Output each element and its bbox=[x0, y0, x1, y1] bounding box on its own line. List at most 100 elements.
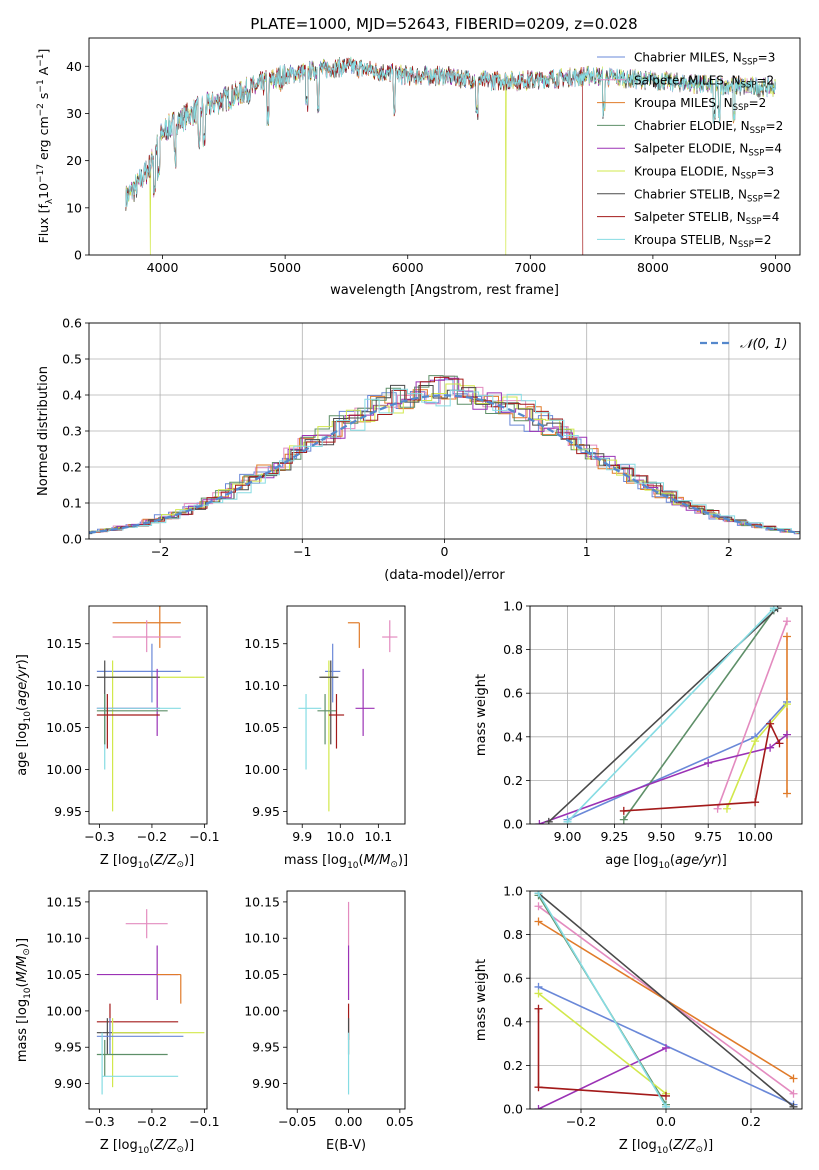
y-tick-label: 0.2 bbox=[503, 1058, 523, 1073]
mass-weight-vs-Z-panel: −0.2 0.0 0.2 0.0 0.2 0.4 0.6 0.8 1.0 mass weight Z… bbox=[474, 884, 803, 1156]
y-tick-label: 20 bbox=[66, 153, 82, 168]
weight-marker bbox=[789, 1074, 798, 1083]
axes-frame bbox=[529, 605, 803, 825]
weight-line-chabrier-elodie bbox=[623, 609, 775, 821]
weight-marker bbox=[713, 804, 722, 813]
y-tick-label: 9.90 bbox=[252, 1076, 280, 1091]
y-tick-label: 1.0 bbox=[503, 884, 523, 899]
x-tick-label: 9.25 bbox=[600, 829, 628, 844]
histogram-kroupa-stelib bbox=[89, 388, 800, 534]
weight-line-kroupa-stelib bbox=[566, 607, 775, 823]
weight-line-salpeter-miles bbox=[716, 621, 788, 809]
legend-entry: Chabrier STELIB, NSSP=2 bbox=[634, 187, 781, 204]
y-tick-label: 10.00 bbox=[244, 762, 280, 777]
legend-entry: Kroupa MILES, NSSP=2 bbox=[634, 96, 766, 113]
mass-vs-Z-panel: −0.3 −0.2 −0.1 9.90 9.95 10.00 10.05 10.10 10.15… bbox=[15, 890, 220, 1156]
weight-marker bbox=[534, 989, 543, 998]
legend-entry: Salpeter MILES, NSSP=2 bbox=[634, 73, 774, 90]
y-axis-label: mass weight bbox=[474, 674, 489, 756]
legend-entry: Kroupa ELODIE, NSSP=3 bbox=[634, 165, 774, 182]
y-axis-label: age [log10(age/yr)] bbox=[15, 654, 33, 776]
histogram-salpeter-miles bbox=[89, 375, 800, 534]
weight-marker bbox=[782, 700, 791, 709]
x-tick-label: 9.50 bbox=[647, 829, 675, 844]
x-tick-label: 0.0 bbox=[656, 1114, 676, 1129]
x-tick-label: 10.1 bbox=[364, 829, 392, 844]
y-tick-label: 0.8 bbox=[503, 642, 523, 657]
weight-marker bbox=[534, 902, 543, 911]
y-tick-label: 0.0 bbox=[503, 1102, 523, 1117]
x-axis-label: mass [log10(M/M⊙)] bbox=[284, 853, 408, 871]
weight-line-salpeter-stelib bbox=[623, 721, 781, 812]
axes-frame bbox=[88, 890, 208, 1110]
y-tick-label: 10.10 bbox=[244, 931, 280, 946]
legend-entry: Salpeter ELODIE, NSSP=4 bbox=[634, 142, 782, 159]
axes-frame bbox=[529, 890, 803, 1110]
y-tick-label: 0.0 bbox=[503, 817, 523, 832]
age-vs-mass-panel: 9.9 10.0 10.1 9.95 10.00 10.05 10.10 10.15 mass … bbox=[244, 605, 408, 871]
y-tick-label: 10.15 bbox=[244, 894, 280, 909]
axes-frame bbox=[88, 605, 208, 825]
x-tick-label: 1 bbox=[583, 544, 591, 559]
weight-marker bbox=[619, 806, 628, 815]
weight-marker bbox=[782, 789, 791, 798]
y-tick-label: 0 bbox=[74, 248, 82, 263]
x-tick-label: 9.75 bbox=[694, 829, 722, 844]
y-tick-label: 0.8 bbox=[503, 927, 523, 942]
x-tick-label: −0.2 bbox=[137, 829, 167, 844]
weight-marker bbox=[662, 1043, 670, 1052]
weight-marker bbox=[563, 817, 572, 824]
x-tick-label: −2 bbox=[151, 544, 169, 559]
weight-line-kroupa-elodie bbox=[538, 992, 667, 1095]
y-tick-label: 0.6 bbox=[62, 316, 82, 331]
y-tick-label: 10.05 bbox=[46, 720, 82, 735]
weight-line-kroupa-stelib bbox=[537, 892, 667, 1108]
x-tick-label: 7000 bbox=[514, 260, 546, 275]
weight-marker bbox=[789, 1089, 798, 1098]
legend-entry: Chabrier MILES, NSSP=3 bbox=[634, 51, 775, 68]
x-tick-label: −0.3 bbox=[84, 829, 114, 844]
x-tick-label: 0 bbox=[441, 544, 449, 559]
weight-marker bbox=[662, 1102, 670, 1109]
x-tick-label: 2 bbox=[725, 544, 733, 559]
weight-marker bbox=[751, 737, 760, 746]
weight-marker bbox=[766, 743, 775, 752]
x-tick-label: −0.1 bbox=[189, 829, 219, 844]
legend-entry: 𝒩(0, 1) bbox=[740, 337, 787, 352]
y-tick-label: 1.0 bbox=[503, 599, 523, 614]
mass-weight-vs-age-panel: 9.00 9.25 9.50 9.75 10.00 0.0 0.2 0.4 0.6 0.8 1.0 m… bbox=[474, 599, 803, 871]
spectrum-panel: 4000 5000 6000 7000 8000 9000 0 10 20 30 40 wavelen… bbox=[36, 37, 801, 298]
weight-marker bbox=[704, 758, 713, 767]
weight-marker bbox=[782, 617, 791, 626]
y-axis-label: Normed distribution bbox=[36, 366, 51, 496]
y-tick-label: 10 bbox=[66, 200, 82, 215]
y-tick-label: 0.4 bbox=[503, 729, 523, 744]
y-tick-label: 0.6 bbox=[503, 686, 523, 701]
y-tick-label: 10.05 bbox=[244, 720, 280, 735]
axes-frame bbox=[88, 322, 801, 540]
y-tick-label: 10.00 bbox=[46, 1003, 82, 1018]
y-tick-label: 10.15 bbox=[244, 636, 280, 651]
weight-marker bbox=[534, 917, 543, 926]
weight-marker bbox=[662, 1091, 670, 1100]
x-tick-label: 0.00 bbox=[335, 1114, 363, 1129]
weight-marker bbox=[534, 1083, 543, 1092]
weight-marker bbox=[769, 606, 778, 613]
weight-marker bbox=[751, 798, 760, 807]
figure-title: PLATE=1000, MJD=52643, FIBERID=0209, z=0… bbox=[250, 15, 637, 33]
axes-frame bbox=[286, 890, 406, 1110]
axes-frame bbox=[88, 37, 801, 256]
weight-marker bbox=[722, 804, 731, 813]
y-tick-label: 0.4 bbox=[503, 1014, 523, 1029]
x-axis-label: age [log10(age/yr)] bbox=[605, 853, 727, 871]
x-tick-label: 0.05 bbox=[386, 1114, 414, 1129]
y-tick-label: 0.4 bbox=[62, 388, 82, 403]
y-tick-label: 10.15 bbox=[46, 894, 82, 909]
y-tick-label: 10.15 bbox=[46, 636, 82, 651]
y-tick-label: 0.0 bbox=[62, 532, 82, 547]
y-tick-label: 40 bbox=[66, 59, 82, 74]
weight-marker bbox=[534, 1004, 543, 1013]
y-tick-label: 10.10 bbox=[46, 931, 82, 946]
x-tick-label: −0.2 bbox=[566, 1114, 596, 1129]
